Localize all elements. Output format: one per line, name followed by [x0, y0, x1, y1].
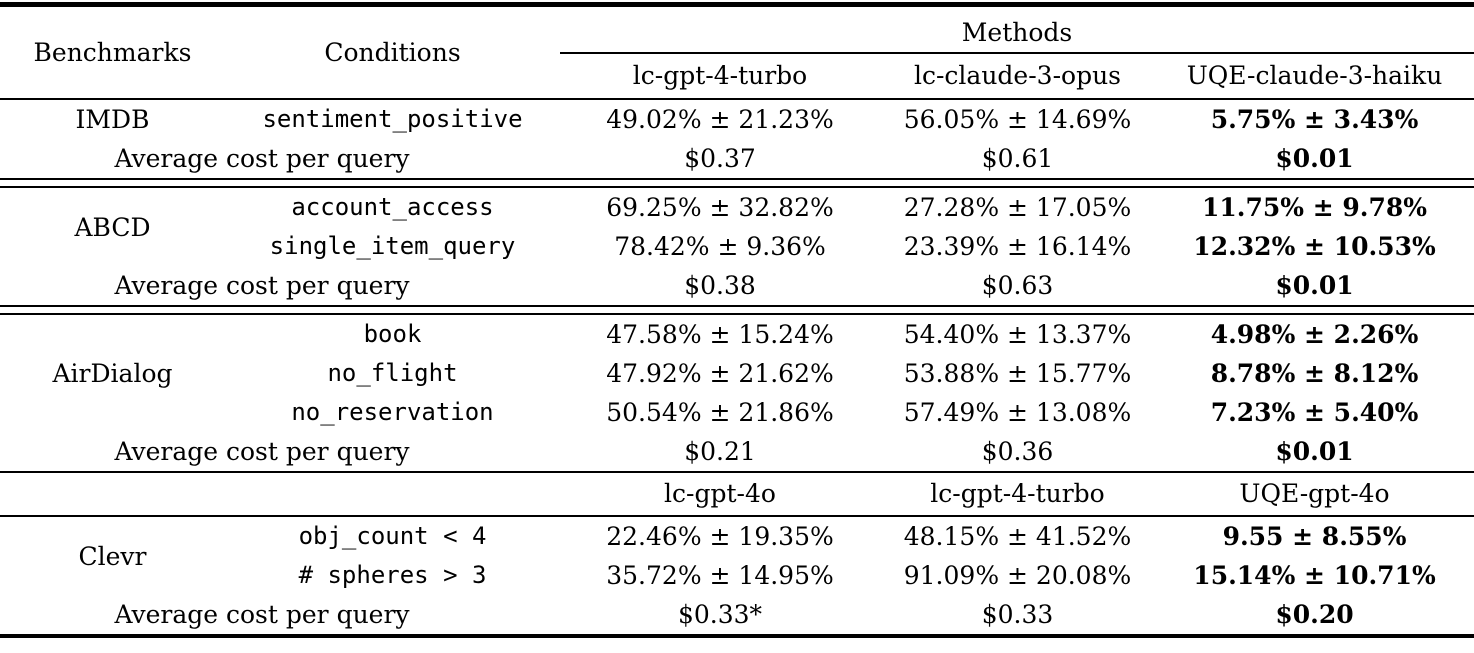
cost-row: Average cost per query $0.21 $0.36 $0.01 [0, 432, 1474, 472]
result-cell: 91.09% ± 20.08% [903, 561, 1132, 590]
cost-cell-best: $0.01 [1275, 437, 1354, 466]
condition-label: no_flight [327, 359, 458, 387]
benchmark-label-abcd: ABCD [74, 212, 151, 242]
cost-cell-best: $0.01 [1275, 271, 1354, 300]
cost-cell: $0.33* [677, 600, 763, 629]
header-row-top: Benchmarks Conditions Methods [0, 4, 1474, 100]
result-cell: 49.02% ± 21.23% [606, 105, 834, 134]
result-cell: 48.15% ± 41.52% [903, 522, 1132, 551]
result-cell: 56.05% ± 14.69% [903, 105, 1132, 134]
cost-cell: $0.38 [684, 271, 756, 300]
condition-label: account_access [291, 193, 494, 221]
result-cell: 47.92% ± 21.62% [606, 359, 834, 388]
table-row: # spheres > 3 35.72% ± 14.95% 91.09% ± 2… [0, 556, 1474, 595]
method-column-3: UQE-claude-3-haiku [1155, 53, 1474, 100]
cost-cell: $0.36 [981, 437, 1054, 466]
result-cell: 22.46% ± 19.35% [606, 522, 834, 551]
cost-row: Average cost per query $0.33* $0.33 $0.2… [0, 595, 1474, 636]
method-column-2: lc-claude-3-opus [880, 53, 1155, 100]
table-row: AirDialog book 47.58% ± 15.24% 54.40% ± … [0, 314, 1474, 388]
result-cell-best: 8.78% ± 8.12% [1210, 359, 1419, 388]
subheader-spacer [0, 471, 560, 517]
condition-label: # spheres > 3 [298, 561, 487, 589]
cost-row: Average cost per query $0.37 $0.61 $0.01 [0, 139, 1474, 179]
condition-label: book [363, 320, 422, 348]
benchmark-label-airdialog: AirDialog [52, 359, 173, 388]
result-cell: 47.58% ± 15.24% [606, 320, 834, 349]
col-header-benchmarks: Benchmarks [0, 4, 225, 100]
result-cell: 54.40% ± 13.37% [903, 320, 1132, 349]
method-column-1: lc-gpt-4-turbo [560, 53, 880, 100]
clevr-method-subheader: lc-gpt-4o lc-gpt-4-turbo UQE-gpt-4o [0, 471, 1474, 517]
result-cell: 35.72% ± 14.95% [606, 561, 834, 590]
section-divider [0, 178, 1474, 188]
benchmark-label-clevr: Clevr [78, 541, 147, 571]
table-row: single_item_query 78.42% ± 9.36% 23.39% … [0, 227, 1474, 266]
method-column-clevr-1: lc-gpt-4o [560, 471, 880, 517]
result-cell-best: 12.32% ± 10.53% [1193, 232, 1436, 261]
table-row: Clevr obj_count < 4 22.46% ± 19.35% 48.1… [0, 516, 1474, 571]
result-cell: 57.49% ± 13.08% [903, 398, 1132, 427]
cost-label: Average cost per query [114, 437, 410, 466]
result-cell: 23.39% ± 16.14% [903, 232, 1132, 261]
cost-label: Average cost per query [114, 144, 410, 173]
header-row-methods: lc-gpt-4-turbo lc-claude-3-opus UQE-clau… [0, 53, 1474, 100]
condition-label: sentiment_positive [262, 105, 523, 133]
cost-cell: $0.37 [684, 144, 756, 173]
condition-label: single_item_query [269, 232, 516, 260]
result-cell-best: 7.23% ± 5.40% [1210, 398, 1419, 427]
table-row: no_reservation 50.54% ± 21.86% 57.49% ± … [0, 393, 1474, 432]
method-column-clevr-2: lc-gpt-4-turbo [880, 471, 1155, 517]
cost-cell: $0.33 [981, 600, 1054, 629]
cost-label: Average cost per query [114, 271, 410, 300]
col-header-methods: Methods [560, 4, 1474, 54]
result-cell-best: 4.98% ± 2.26% [1210, 320, 1419, 349]
result-cell-best: 15.14% ± 10.71% [1193, 561, 1436, 590]
result-cell-best: 9.55 ± 8.55% [1222, 522, 1407, 551]
result-cell: 50.54% ± 21.86% [606, 398, 834, 427]
benchmark-label-imdb: IMDB [75, 105, 150, 134]
result-cell: 27.28% ± 17.05% [903, 193, 1132, 222]
table-row: no_flight 47.92% ± 21.62% 53.88% ± 15.77… [0, 354, 1474, 393]
cost-cell: $0.61 [981, 144, 1054, 173]
result-cell: 69.25% ± 32.82% [606, 193, 834, 222]
method-column-clevr-3: UQE-gpt-4o [1155, 471, 1474, 517]
benchmark-results-table: Benchmarks Conditions Methods lc-gpt-4-t… [0, 2, 1474, 638]
col-header-conditions: Conditions [225, 4, 560, 100]
result-cell-best: 11.75% ± 9.78% [1201, 193, 1428, 222]
table-row: IMDB sentiment_positive 49.02% ± 21.23% … [0, 99, 1474, 139]
cost-cell-best: $0.01 [1275, 144, 1354, 173]
condition-label: obj_count < 4 [298, 522, 487, 550]
cost-row: Average cost per query $0.38 $0.63 $0.01 [0, 266, 1474, 306]
condition-label: no_reservation [291, 398, 494, 426]
cost-cell: $0.63 [981, 271, 1054, 300]
cost-label: Average cost per query [114, 600, 410, 629]
cost-cell: $0.21 [684, 437, 756, 466]
result-cell: 53.88% ± 15.77% [903, 359, 1132, 388]
table-row: ABCD account_access 69.25% ± 32.82% 27.2… [0, 187, 1474, 242]
result-cell: 78.42% ± 9.36% [614, 232, 826, 261]
result-cell-best: 5.75% ± 3.43% [1210, 105, 1419, 134]
section-divider [0, 305, 1474, 315]
cost-cell-best: $0.20 [1275, 600, 1354, 629]
